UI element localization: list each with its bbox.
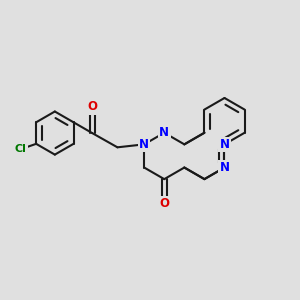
Text: N: N [139,138,149,151]
Text: N: N [159,126,169,139]
Text: N: N [220,161,230,174]
Text: O: O [159,197,169,210]
Text: O: O [87,100,97,113]
Text: Cl: Cl [15,144,27,154]
Text: N: N [220,138,230,151]
